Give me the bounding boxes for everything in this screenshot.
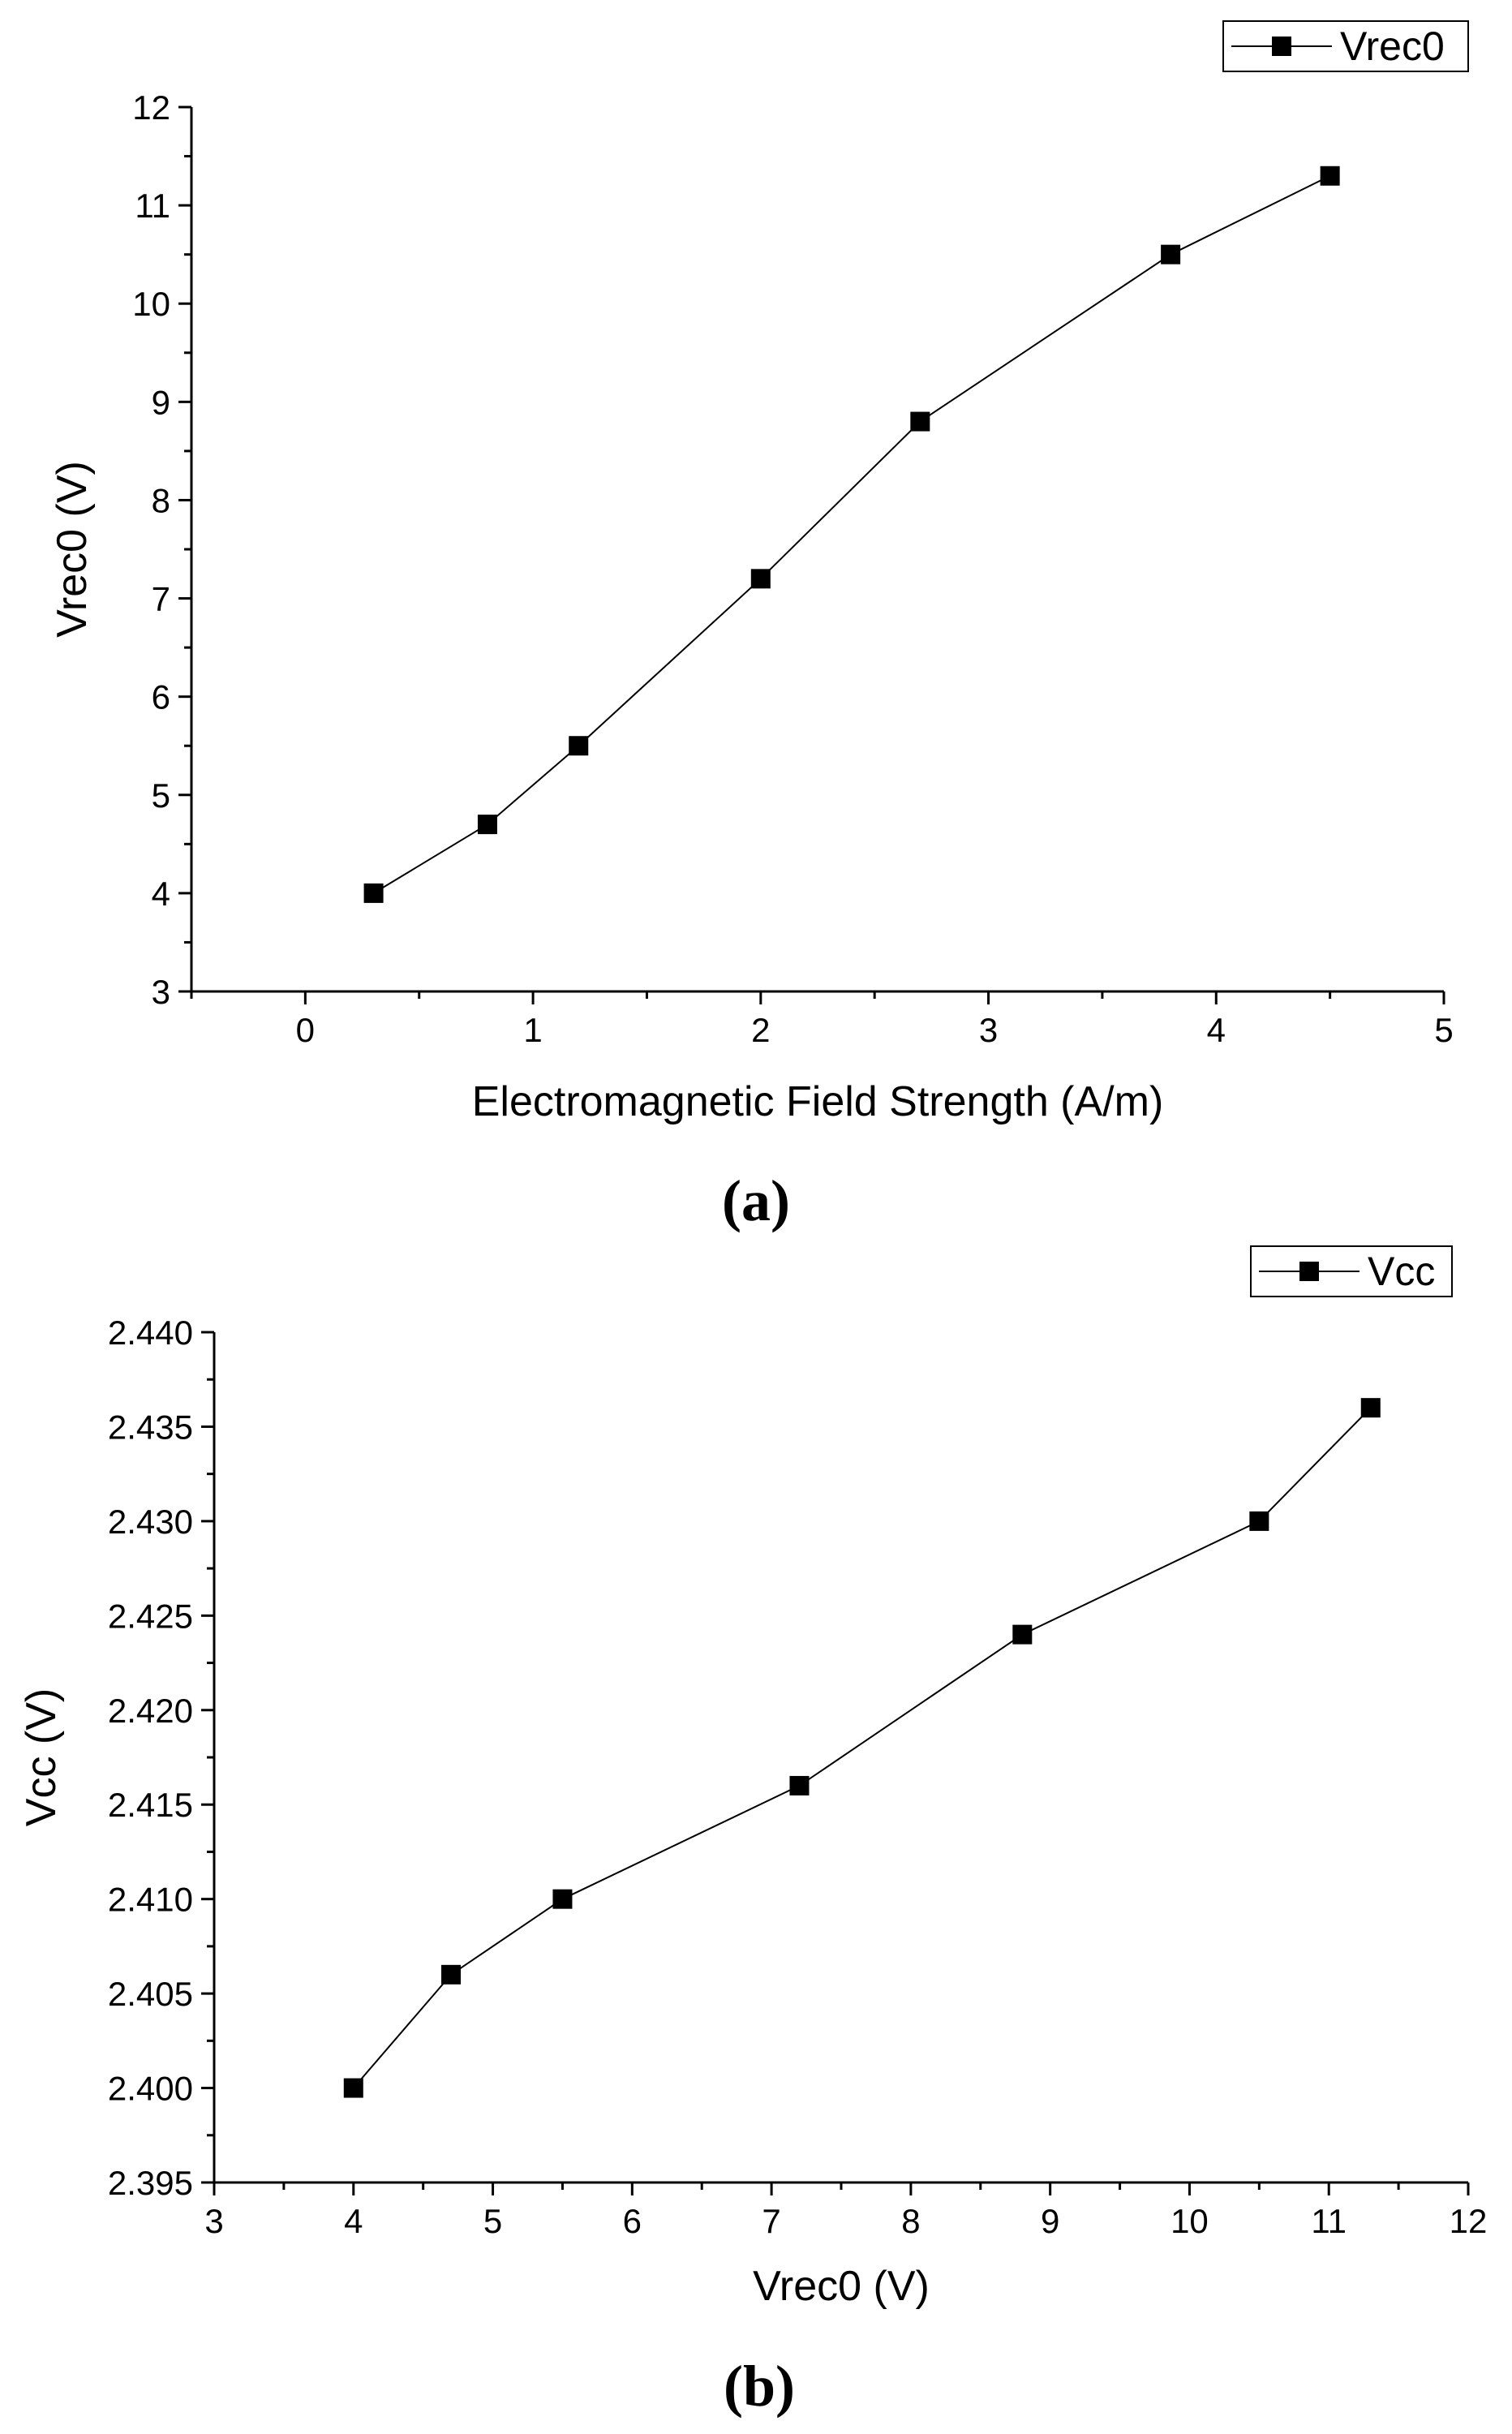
chart-a-data-point: [569, 736, 589, 756]
chart-b-y-tick-label: 2.400: [108, 2070, 193, 2108]
chart-a-y-tick-label: 12: [132, 88, 170, 127]
chart-b-x-tick-label: 8: [901, 2202, 920, 2240]
chart-a-data-point: [1161, 244, 1181, 264]
chart-b-y-tick-label: 2.430: [108, 1503, 193, 1541]
chart-b: 3 4 5 6 7 8 9 10 11 12 2.395 2.400 2.405 2.410 2.415 2.…: [18, 1245, 1487, 2419]
chart-b-data-point: [552, 1889, 573, 1909]
chart-a-y-tick-label: 3: [152, 973, 170, 1011]
chart-a-y-tick-label: 9: [152, 383, 170, 421]
chart-b-data-point: [343, 2078, 363, 2098]
chart-b-x-tick-label: 7: [762, 2202, 780, 2240]
chart-a-x-tick-label: 3: [979, 1011, 998, 1049]
chart-a-y-tick-label: 5: [152, 776, 170, 815]
chart-b-y-tick-label: 2.420: [108, 1692, 193, 1730]
chart-a-ticks: [178, 105, 1445, 1004]
chart-b-y-tick-label: 2.435: [108, 1408, 193, 1446]
chart-b-legend-marker: [1299, 1262, 1319, 1281]
chart-a-series: [363, 166, 1340, 903]
chart-b-y-tick-label: 2.425: [108, 1597, 193, 1635]
chart-b-y-tick-label: 2.410: [108, 1881, 193, 1919]
chart-a-data-point: [1320, 166, 1340, 186]
chart-b-data-point: [789, 1775, 810, 1795]
chart-a-data-point: [750, 569, 771, 589]
chart-b-legend: Vcc: [1250, 1245, 1453, 1297]
chart-b-y-axis-title: Vcc (V): [18, 1688, 65, 1826]
chart-b-x-tick-label: 9: [1041, 2202, 1059, 2240]
chart-b-legend-label: Vcc: [1368, 1249, 1435, 1294]
chart-b-y-tick-label: 2.440: [108, 1314, 193, 1352]
chart-a-data-point: [910, 411, 930, 432]
chart-a-y-axis-title: Vrec0 (V): [49, 461, 96, 638]
chart-b-data-point: [1360, 1398, 1381, 1418]
chart-a-x-tick-label: 4: [1207, 1011, 1226, 1049]
chart-a-y-tick-label: 10: [132, 285, 170, 323]
chart-b-data-point: [1012, 1624, 1033, 1645]
chart-a-y-tick-label: 6: [152, 678, 170, 716]
chart-b-y-tick-label: 2.415: [108, 1786, 193, 1824]
chart-b-y-tick-label: 2.395: [108, 2164, 193, 2202]
chart-a-data-point: [363, 883, 384, 903]
chart-b-x-tick-label: 12: [1450, 2202, 1488, 2240]
chart-a-x-tick-label: 5: [1434, 1011, 1453, 1049]
chart-b-panel-label: (b): [724, 2354, 795, 2419]
chart-b-x-tick-label: 4: [344, 2202, 363, 2240]
chart-b-x-axis-title: Vrec0 (V): [753, 2263, 930, 2310]
chart-a-y-tick-label: 4: [152, 875, 170, 913]
chart-b-ticks: [201, 1331, 1470, 2195]
chart-a-x-tick-label: 1: [523, 1011, 542, 1049]
chart-b-x-tick-label: 6: [623, 2202, 642, 2240]
chart-a-x-axis-title: Electromagnetic Field Strength (A/m): [472, 1078, 1164, 1125]
chart-b-data-point: [441, 1964, 462, 1985]
chart-a-x-tick-label: 2: [751, 1011, 770, 1049]
chart-a-x-tick-label: 0: [296, 1011, 315, 1049]
chart-b-x-tick-label: 3: [204, 2202, 223, 2240]
chart-b-series-line: [353, 1407, 1372, 2089]
chart-b-series: [343, 1398, 1381, 2098]
chart-a-panel-label: (a): [722, 1168, 790, 1233]
chart-a-legend-label: Vrec0: [1340, 24, 1445, 69]
chart-a-series-line: [373, 174, 1331, 894]
chart-a-y-tick-label: 7: [152, 580, 170, 618]
chart-b-y-tick-label: 2.405: [108, 1975, 193, 2013]
chart-b-data-point: [1249, 1511, 1269, 1531]
chart-b-tick-labels: 3 4 5 6 7 8 9 10 11 12 2.395 2.400 2.405 2.410 2.415 2.…: [108, 1314, 1487, 2240]
chart-b-x-tick-label: 10: [1171, 2202, 1209, 2240]
chart-a-legend: Vrec0: [1222, 20, 1469, 72]
chart-a-y-tick-label: 8: [152, 481, 170, 519]
chart-a-y-tick-label: 11: [135, 187, 170, 225]
chart-b-x-tick-label: 11: [1311, 2202, 1347, 2240]
chart-a-legend-marker: [1272, 37, 1291, 56]
chart-a-data-point: [477, 815, 497, 835]
chart-b-x-tick-label: 5: [483, 2202, 502, 2240]
